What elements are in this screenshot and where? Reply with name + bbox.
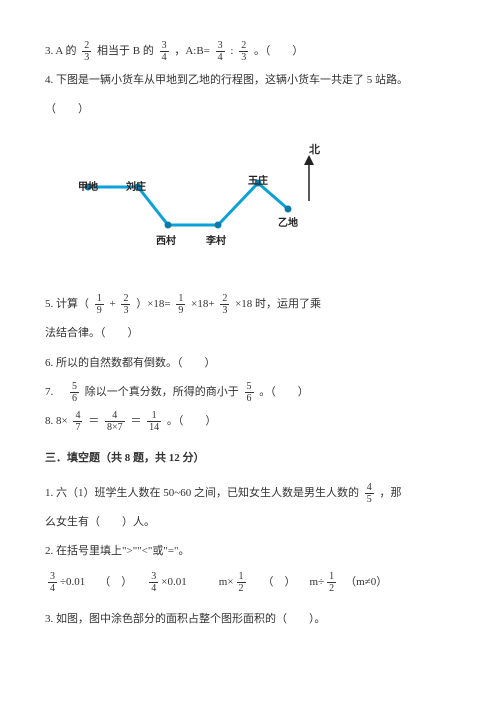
- fraction: 56: [70, 381, 79, 404]
- route-path: [70, 167, 310, 287]
- fraction: 114: [147, 410, 161, 433]
- fraction: 56: [245, 381, 254, 404]
- fraction: 23: [82, 40, 91, 63]
- compare-left-2: m× 12: [219, 571, 249, 594]
- compare-expressions: 34 ÷0.01 （ ） 34 ×0.01 m× 12 （ ） m÷ 12 （m…: [45, 571, 455, 594]
- fill-q2: 2. 在括号里填上">""<"或"="。: [45, 540, 455, 563]
- question-4: 4. 下图是一辆小货车从甲地到乙地的行程图，这辆小货车一共走了 5 站路。: [45, 69, 455, 92]
- question-3: 3. A 的 23 相当于 B 的 34 ，A:B= 34 : 23 。（ ）: [45, 40, 455, 63]
- question-8: 8. 8× 47 ＝ 48×7 ＝ 114 。（ ）: [45, 410, 455, 433]
- question-4-paren: （ ）: [45, 98, 455, 121]
- condition: （m≠0）: [345, 571, 387, 594]
- blank-paren: （ ）: [99, 571, 132, 594]
- question-6: 6. 所以的自然数都有倒数。（ ）: [45, 352, 455, 375]
- fraction: 23: [121, 293, 130, 316]
- compare-right-1: 34 ×0.01: [146, 571, 186, 594]
- q3-prefix: 3. A 的: [45, 45, 76, 57]
- q4-text: 4. 下图是一辆小货车从甲地到乙地的行程图，这辆小货车一共走了 5 站路。: [45, 74, 408, 86]
- fraction: 12: [327, 571, 336, 594]
- fill-q1-line2: 么女生有（ ）人。: [45, 511, 455, 534]
- fraction: 19: [95, 293, 104, 316]
- fill-q1-line1: 1. 六（1）班学生人数在 50~60 之间，已知女生人数是男生人数的 45 ，…: [45, 482, 455, 505]
- fraction: 12: [237, 571, 246, 594]
- fraction: 19: [176, 293, 185, 316]
- fraction: 45: [365, 482, 374, 505]
- label-start: 甲地: [78, 177, 98, 198]
- fraction: 47: [73, 410, 82, 433]
- section-3-title: 三．填空题（共 8 题，共 12 分）: [45, 447, 455, 470]
- compare-left-1: 34 ÷0.01: [45, 571, 85, 594]
- label-p4: 王庄: [248, 171, 268, 192]
- fraction: 23: [239, 40, 248, 63]
- label-p2: 西村: [156, 231, 176, 252]
- fraction: 23: [220, 293, 229, 316]
- compare-right-2: m÷ 12: [310, 571, 340, 594]
- fraction: 34: [149, 571, 158, 594]
- fill-q3: 3. 如图，图中涂色部分的面积占整个图形面积的（ ）。: [45, 608, 455, 631]
- question-5-line2: 法结合律。（ ）: [45, 322, 455, 345]
- question-5-line1: 5. 计算（ 19 + 23 ）×18= 19 ×18+ 23 ×18 时，运用…: [45, 293, 455, 316]
- label-end: 乙地: [278, 213, 298, 234]
- fraction: 34: [160, 40, 169, 63]
- fraction: 34: [216, 40, 225, 63]
- label-p3: 李村: [206, 231, 226, 252]
- fraction: 34: [48, 571, 57, 594]
- fraction: 48×7: [105, 410, 125, 433]
- route-diagram: 北 甲地 刘庄 西村 李村 王庄 乙地: [70, 139, 330, 279]
- blank-paren: （ ）: [263, 571, 296, 594]
- label-p1: 刘庄: [126, 177, 146, 198]
- question-7: 7. 56 除以一个真分数，所得的商小于 56 。（ ）: [45, 381, 455, 404]
